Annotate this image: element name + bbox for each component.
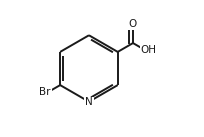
Text: O: O (128, 19, 136, 29)
Text: OH: OH (140, 45, 156, 55)
Text: Br: Br (39, 87, 51, 97)
Text: N: N (85, 97, 92, 107)
